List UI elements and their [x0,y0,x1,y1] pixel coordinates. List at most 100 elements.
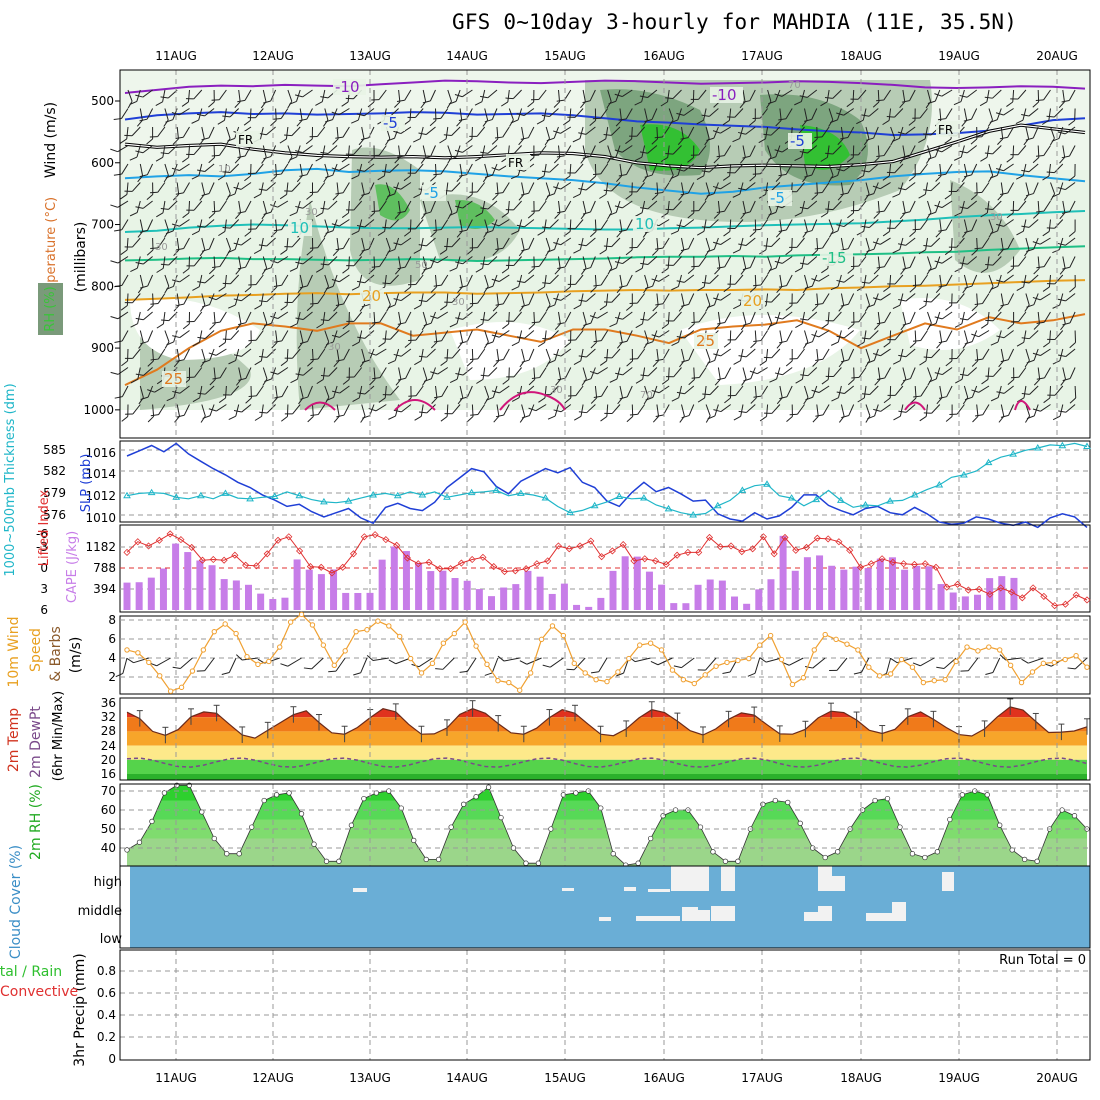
isotherm-label: 25 [164,370,183,388]
upper-wind-barb [545,182,551,201]
upper-wind-barb [454,145,473,153]
date-label-bottom: 15AUG [544,1071,586,1085]
upper-wind-barb [295,256,313,265]
rh-point [610,851,616,857]
wind-speed-point [800,675,807,681]
upper-wind-barb [542,274,559,284]
upper-wind-barb [324,330,330,349]
rh-tick-label: 50 [101,822,116,836]
upper-wind-barb [274,330,289,343]
rh-point [348,822,355,828]
upper-wind-barb [120,237,129,255]
rh-point [124,847,130,853]
upper-wind-barb [429,256,449,264]
surface-wind-barb [353,657,368,676]
temp-tick-label: 32 [101,710,116,724]
upper-wind-barb [557,200,572,214]
upper-wind-barb [156,200,166,218]
cape-bar [269,598,277,610]
upper-wind-barb [516,330,535,339]
upper-wind-barb [521,404,535,419]
upper-wind-barb [335,182,350,195]
upper-wind-barb [393,237,412,246]
rh-clear-region [680,315,860,385]
upper-wind-barb [124,182,141,192]
cloud-level-label: high [94,875,122,890]
wind-speed-point [658,647,665,653]
isotherm-line [124,279,1086,301]
upper-wind-barb [528,404,547,412]
upper-wind-barb [368,404,387,412]
upper-wind-barb [407,274,424,286]
upper-wind-barb [351,219,363,235]
wind-speed-point [244,653,250,660]
upper-wind-barb [150,182,166,194]
upper-wind-barb [310,404,326,416]
cape-bar [245,584,252,610]
temp-tick-label: 24 [101,739,116,753]
upper-wind-barb [356,108,375,117]
upper-wind-barb [284,237,301,248]
rh2m-axis-label: 2m RH (%) [28,784,44,860]
upper-wind-barb [191,219,203,236]
upper-wind-barb [578,348,596,358]
upper-wind-barb [394,145,401,164]
upper-wind-barb [316,367,326,385]
upper-wind-barb [454,89,473,98]
upper-wind-barb [248,219,264,230]
wind-speed-point [135,650,141,656]
upper-wind-barb [150,237,166,249]
upper-wind-barb [603,182,621,192]
upper-wind-barb [604,348,621,359]
upper-wind-barb [147,385,166,393]
thickness-tick-label: 582 [43,464,66,478]
thickness-tick-label: 585 [43,443,66,457]
upper-wind-barb [175,237,190,251]
cape-bar [366,592,374,610]
cloud-fraction-block [804,912,818,921]
upper-wind-barb [447,145,453,164]
rh-green-region [640,124,700,171]
rh-point [436,856,442,863]
wind-speed-point [866,664,872,670]
rh-point [984,792,990,798]
upper-wind-barb [237,256,252,270]
upper-wind-barb [208,404,227,412]
upper-wind-barb [599,182,609,199]
upper-wind-barb [531,256,547,268]
upper-wind-barb [296,108,303,127]
upper-wind-barb [273,219,289,232]
rh-point [485,784,492,790]
wind-speed-point [506,679,512,686]
cape-bar [196,560,204,610]
upper-wind-barb [440,404,449,422]
upper-wind-barb [361,237,375,252]
cape-tick-label: 788 [93,561,116,575]
upper-wind-barb [192,274,203,291]
upper-wind-barb [456,219,463,238]
cape-bar [281,597,289,610]
upper-wind-barb [397,200,412,214]
upper-wind-barb [520,182,535,196]
rh-point [785,799,791,806]
upper-wind-barb [270,163,277,182]
upper-wind-barb [422,89,436,104]
upper-wind-barb [248,274,264,286]
rh-green-region [375,184,410,221]
wind-tick-label: 6 [108,632,116,646]
upper-wind-barb [211,200,227,213]
upper-wind-barb [186,367,203,378]
upper-wind-barb [531,145,547,156]
upper-wind-barb [600,404,609,422]
upper-wind-barb [614,200,633,209]
upper-wind-barb [589,311,608,319]
upper-wind-barb [185,89,203,100]
upper-wind-barb [371,145,387,157]
upper-wind-barb [208,256,216,275]
cloud-fraction-block [682,907,698,921]
upper-wind-barb [430,367,449,375]
upper-wind-barb [419,404,436,414]
upper-wind-barb [629,237,645,249]
rh-band [127,838,1087,866]
